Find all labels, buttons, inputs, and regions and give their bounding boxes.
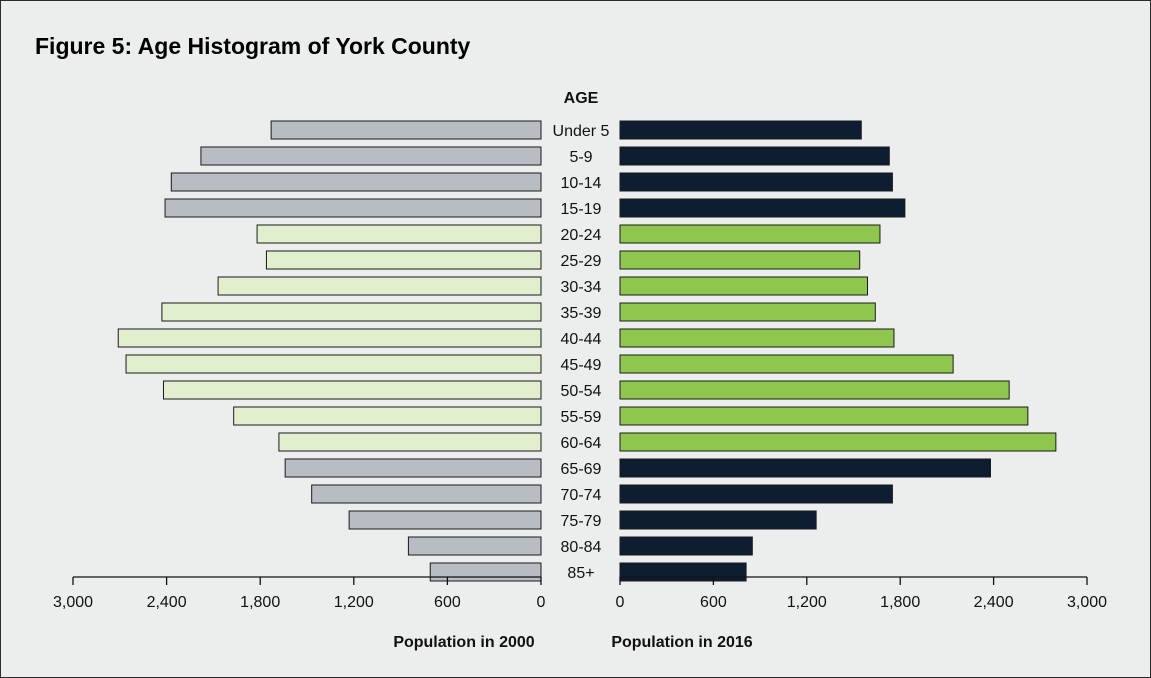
bar-2016-50-54	[619, 380, 1010, 400]
bar-2016-5-9	[619, 146, 890, 166]
bar-2016-70-74	[619, 484, 893, 504]
right-tick-label: 600	[700, 594, 727, 611]
category-label: 55-59	[561, 409, 602, 426]
category-label: Under 5	[553, 123, 610, 140]
bar-2016-75-79	[619, 510, 817, 530]
bar-2000-10-14	[170, 172, 542, 192]
right-tick-label: 3,000	[1067, 594, 1107, 611]
category-label: 80-84	[561, 539, 602, 556]
bars-group	[117, 120, 1057, 582]
bar-2016-20-24	[619, 224, 881, 244]
category-label: 85+	[567, 565, 594, 582]
bar-2016-30-34	[619, 276, 869, 296]
category-labels: Under 5 5-9 10-14 15-19 20-24 25-29 30-34 35-39…	[553, 123, 610, 582]
category-label: 40-44	[561, 331, 602, 348]
category-label: 10-14	[561, 175, 602, 192]
right-tick-label: 0	[616, 594, 625, 611]
left-tick-label: 0	[537, 594, 546, 611]
bar-2016-35-39	[619, 302, 876, 322]
category-label: 45-49	[561, 357, 602, 374]
bar-2016-25-29	[619, 250, 861, 270]
right-axis-label: Population in 2016	[611, 634, 752, 651]
right-tick-label: 1,800	[880, 594, 920, 611]
category-label: 50-54	[561, 383, 602, 400]
right-tick-label: 1,200	[787, 594, 827, 611]
bar-2016-15-19	[619, 198, 906, 218]
bar-2016-85+	[619, 562, 747, 582]
category-label: 60-64	[561, 435, 602, 452]
bar-2016-10-14	[619, 172, 893, 192]
category-label: 20-24	[561, 227, 602, 244]
category-label: 15-19	[561, 201, 602, 218]
left-tick-label: 1,800	[240, 594, 280, 611]
category-label: 65-69	[561, 461, 602, 478]
category-label: 75-79	[561, 513, 602, 530]
bar-2016-45-49	[619, 354, 954, 374]
bar-2016-under-5	[619, 120, 862, 140]
left-axis-label: Population in 2000	[393, 634, 534, 651]
bar-2000-under-5	[270, 120, 542, 140]
left-tick-label: 2,400	[147, 594, 187, 611]
left-tick-label: 3,000	[53, 594, 93, 611]
category-label: 70-74	[561, 487, 602, 504]
bar-2000-60-64	[278, 432, 542, 452]
left-tick-label: 1,200	[334, 594, 374, 611]
bar-2016-40-44	[619, 328, 895, 348]
right-tick-label: 2,400	[974, 594, 1014, 611]
bar-2016-80-84	[619, 536, 753, 556]
bar-2000-35-39	[161, 302, 542, 322]
category-label: 35-39	[561, 305, 602, 322]
bar-2000-30-34	[217, 276, 542, 296]
category-label: 25-29	[561, 253, 602, 270]
category-label: 5-9	[569, 149, 592, 166]
bar-2016-60-64	[619, 432, 1057, 452]
bar-2000-70-74	[311, 484, 542, 504]
axes-group: 3,000 2,400 1,800 1,200 600 0 0 600 1,200 1,800 2,…	[53, 576, 1107, 611]
bar-2000-15-19	[164, 198, 542, 218]
left-tick-label: 600	[434, 594, 461, 611]
chart-title: Figure 5: Age Histogram of York County	[35, 33, 471, 59]
bar-2016-65-69	[619, 458, 991, 478]
bar-2000-80-84	[407, 536, 542, 556]
bar-2000-50-54	[162, 380, 542, 400]
bar-2000-40-44	[117, 328, 542, 348]
age-header: AGE	[564, 90, 599, 107]
category-label: 30-34	[561, 279, 602, 296]
bar-2000-55-59	[233, 406, 542, 426]
bar-2016-55-59	[619, 406, 1029, 426]
bar-2000-75-79	[348, 510, 542, 530]
bar-2000-25-29	[265, 250, 542, 270]
bar-2000-5-9	[200, 146, 542, 166]
bar-2000-65-69	[284, 458, 542, 478]
bar-2000-45-49	[125, 354, 542, 374]
bar-2000-20-24	[256, 224, 542, 244]
